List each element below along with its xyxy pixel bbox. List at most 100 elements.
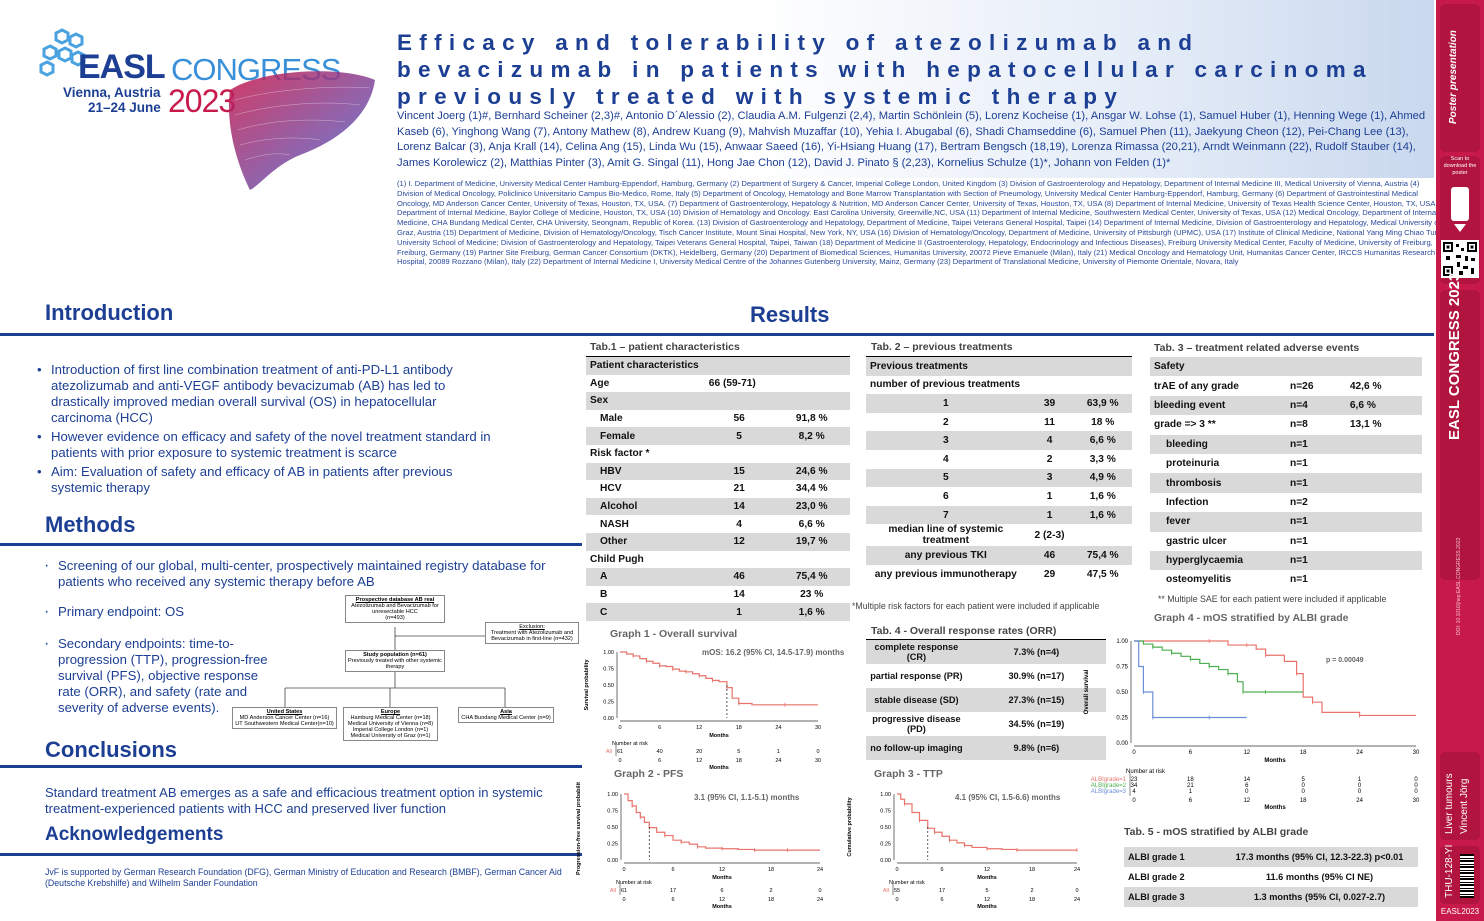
flow-database-box: Prospective database AB real Atezolizuma… — [345, 595, 445, 623]
flow-us-line: UT Southwestern Medical Center(n=10) — [235, 721, 334, 727]
acknowledgements-rule — [0, 853, 582, 856]
liver-illustration — [229, 71, 375, 190]
flow-europe-box: Europe Hamburg Medical Center (n=18) Med… — [343, 707, 438, 741]
table-cell: n=2 — [1290, 496, 1308, 508]
intro-bullet: Aim: Evaluation of safety and efficacy o… — [37, 464, 497, 496]
risk-x-tick-label: 18 — [1029, 897, 1035, 903]
table-cell: 19,7 % — [773, 532, 850, 551]
flow-connectors — [284, 627, 506, 707]
risk-value: 0 — [1075, 888, 1078, 894]
table-cell: n=1 — [1286, 550, 1346, 571]
x-tick-label: 6 — [1189, 750, 1193, 756]
x-tick-label: 30 — [1413, 750, 1420, 756]
table-cell: 4 — [942, 453, 949, 465]
table-row: C 1 1,6 % — [586, 603, 850, 621]
table-cell — [773, 445, 850, 463]
chart-annotation: p = 0.00049 — [1326, 657, 1364, 664]
table-cell — [705, 551, 774, 569]
y-tick-label: 1.00 — [607, 792, 618, 798]
sidebar-congress-text: EASL CONGRESS 2023 — [1446, 272, 1463, 440]
table-cell — [1345, 357, 1422, 377]
track-box: Liver tumours Vincent Jörg — [1440, 752, 1480, 840]
table-cell: 21 — [733, 483, 745, 495]
table-row: Safety — [1150, 357, 1422, 377]
risk-value: 55 — [894, 888, 900, 894]
table-cell: 11 — [1044, 416, 1055, 428]
risk-value: 0 — [1358, 783, 1362, 789]
risk-x-tick-label: 18 — [1300, 798, 1307, 804]
y-tick-label: 1.00 — [880, 792, 891, 798]
table-cell: 75,4 % — [1073, 546, 1132, 565]
km-curve — [897, 793, 1077, 851]
table-cell: stable disease (SD) — [866, 688, 967, 712]
tab5-title: Tab. 5 - mOS stratified by ALBI grade — [1124, 826, 1309, 838]
x-tick-label: 18 — [768, 867, 774, 873]
table-cell: progressive disease (PD) — [872, 714, 961, 734]
table-cell: 56 — [733, 413, 745, 425]
table-cell: 14 — [704, 497, 774, 516]
x-tick-label: 18 — [1300, 750, 1307, 756]
x-tick-label: 24 — [817, 867, 823, 873]
graph2-pfs: 0.000.250.500.751.000 6 12 18 24MonthsProgre… — [576, 782, 823, 910]
table-cell: 7.3% (n=4) — [966, 640, 1106, 664]
y-tick-label: 0.50 — [880, 825, 891, 831]
table-cell: 2 — [942, 416, 949, 428]
table-row: 6 1 1,6 % — [866, 487, 1132, 506]
graph2-title: Graph 2 - PFS — [614, 768, 684, 780]
risk-value: 17 — [670, 888, 676, 894]
table-cell: 4 — [736, 518, 742, 530]
risk-value: 0 — [1302, 783, 1306, 789]
table-row: HCV 21 34,4 % — [586, 480, 850, 498]
x-tick-label: 0 — [618, 725, 621, 731]
table-cell: 1 — [866, 394, 1026, 413]
flow-db-text: Atezolizumab and Bevacizumab for unresec… — [351, 603, 439, 615]
sidebar-hashtag: EASL2023 — [1440, 907, 1480, 916]
table-row: Male 56 91,8 % — [586, 410, 850, 428]
flow-db-title: Prospective database AB real — [355, 597, 435, 603]
affiliations: (1) I. Department of Medicine, Universit… — [397, 179, 1447, 267]
table-cell: number of previous treatments — [870, 379, 1021, 391]
table-cell: 5 — [866, 468, 1026, 488]
flow-eu-line: Hamburg Medical Center (n=18) — [350, 715, 431, 721]
table-cell: 1,6 % — [773, 603, 850, 621]
x-axis-label: Months — [1264, 758, 1286, 764]
phone-icon — [1451, 187, 1469, 232]
table-cell: n=4 — [1286, 395, 1346, 416]
table-row: bleeding event n=4 6,6 % — [1150, 395, 1422, 416]
methods-bullet: Primary endpoint: OS — [44, 604, 244, 620]
y-tick-label: 0.50 — [607, 825, 618, 831]
y-tick-label: 0.00 — [603, 716, 614, 722]
risk-value: 21 — [1187, 783, 1194, 789]
risk-value: 0 — [1302, 789, 1306, 795]
chart-annotation: 4.1 (95% CI, 1.5-6.6) months — [955, 793, 1061, 802]
table-cell: 75,4 % — [773, 568, 850, 586]
table-cell: 6 — [942, 490, 949, 502]
risk-group-label: All — [606, 749, 612, 755]
table-cell: 3,3 % — [1089, 453, 1116, 465]
table-row: complete response (CR) 7.3% (n=4) — [866, 640, 1106, 664]
acknowledgements-heading: Acknowledgements — [45, 824, 224, 845]
table-cell: ALBI grade 2 — [1128, 872, 1185, 882]
y-tick-label: 0.25 — [1116, 716, 1128, 722]
table-cell: 24,6 % — [773, 462, 850, 481]
conclusions-rule — [0, 765, 582, 768]
y-tick-label: 0.25 — [607, 842, 618, 848]
tab2-title-rule — [866, 356, 1132, 357]
table-cell: 3 — [866, 431, 1026, 450]
risk-x-tick-label: 12 — [1243, 798, 1250, 804]
risk-value: 0 — [1414, 789, 1418, 795]
qr-code-icon — [1441, 240, 1479, 278]
logo-dates: 21–24 June — [88, 100, 161, 115]
tab4-title-rule — [866, 639, 1106, 640]
x-tick-label: 30 — [815, 725, 821, 731]
conclusions-heading: Conclusions — [45, 737, 178, 762]
table-cell — [1345, 512, 1422, 532]
table-cell: A — [586, 568, 705, 586]
logo-year: 2023 — [168, 83, 236, 119]
table-cell: 66 (59-71) — [708, 377, 756, 389]
poster-title: Efficacy and tolerability of atezolizuma… — [397, 30, 1373, 109]
table-cell: ALBI grade 3 — [1124, 887, 1222, 907]
y-axis-label: Progression-free survival probability — [576, 782, 582, 875]
risk-x-tick-label: 24 — [1356, 798, 1363, 804]
tab1-patient-characteristics: Patient characteristics Age 66 (59-71) Sex M… — [586, 357, 850, 621]
